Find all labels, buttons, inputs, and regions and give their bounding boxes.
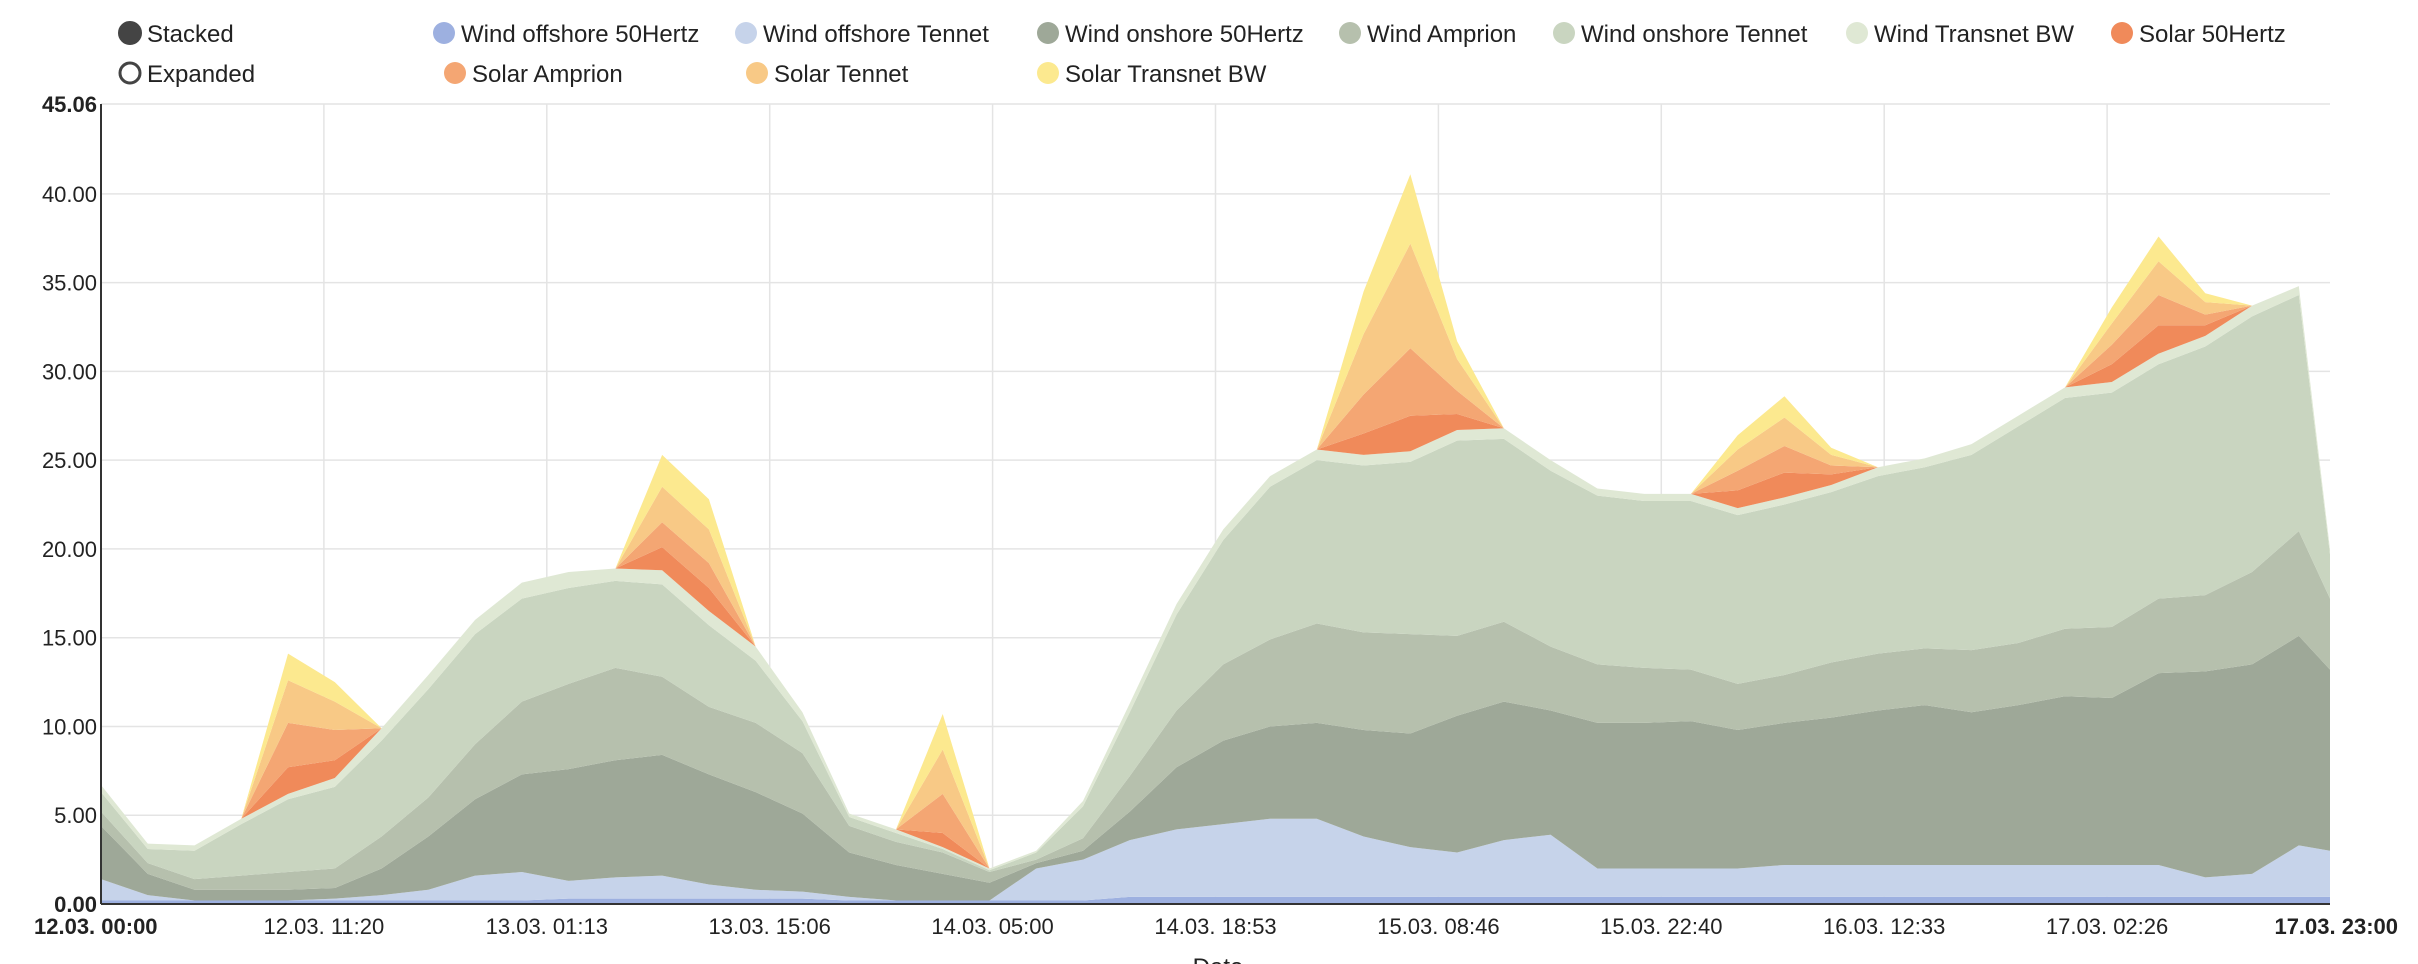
legend-item[interactable]: Wind offshore Tennet [735,21,989,48]
x-tick-label: 15.03. 08:46 [1377,914,1499,939]
series-area [101,295,2330,880]
x-tick-label: 13.03. 01:13 [486,914,608,939]
y-tick-label: 15.00 [42,626,97,651]
x-tick-label: 14.03. 05:00 [931,914,1053,939]
x-tick-label: 17.03. 23:00 [2274,914,2398,939]
legend-label[interactable]: Solar Tennet [774,61,909,88]
stacked-radio[interactable]: Stacked [118,21,234,48]
y-tick-label: 0.00 [54,892,97,917]
legend-item[interactable]: Wind onshore 50Hertz [1037,21,1304,48]
axes: 0.00 5.00 10.00 15.00 20.00 25.00 30.00 35.00 40… [34,92,2398,939]
expanded-radio[interactable]: Expanded [118,61,255,88]
x-tick-label: 12.03. 00:00 [34,914,158,939]
legend-swatch[interactable] [735,22,757,44]
legend-label[interactable]: Wind offshore Tennet [763,21,989,48]
x-tick-label: 13.03. 15:06 [709,914,831,939]
x-tick-label: 14.03. 18:53 [1154,914,1276,939]
x-axis-label: Date [1193,954,1244,964]
legend-item[interactable]: Solar 50Hertz [2111,21,2286,48]
x-tick-label: 16.03. 12:33 [1823,914,1945,939]
y-tick-label: 10.00 [42,714,97,739]
legend-swatch[interactable] [1037,22,1059,44]
legend-label[interactable]: Solar Amprion [472,61,623,88]
stacked-radio-dot[interactable] [118,21,142,45]
series-area [101,818,2330,901]
y-tick-label: 45.06 [42,92,97,117]
legend-label[interactable]: Wind Amprion [1367,21,1516,48]
legend-swatch[interactable] [2111,22,2133,44]
legend-item[interactable]: Solar Amprion [444,61,623,88]
y-tick-label: 25.00 [42,448,97,473]
legend-swatch[interactable] [433,22,455,44]
y-tick-label: 40.00 [42,182,97,207]
legend-label[interactable]: Wind onshore Tennet [1581,21,1808,48]
legend-item[interactable]: Wind onshore Tennet [1553,21,1808,48]
y-tick-label: 5.00 [54,803,97,828]
legend-label[interactable]: Solar 50Hertz [2139,21,2286,48]
chart-mode-controls: Stacked Expanded [118,21,255,88]
stacked-label[interactable]: Stacked [147,21,234,48]
legend-label[interactable]: Wind Transnet BW [1874,21,2074,48]
series-area [101,531,2330,890]
legend-item[interactable]: Wind Transnet BW [1846,21,2074,48]
expanded-radio-dot[interactable] [118,61,142,85]
expanded-label[interactable]: Expanded [147,61,255,88]
x-tick-label: 17.03. 02:26 [2046,914,2168,939]
legend-label[interactable]: Solar Transnet BW [1065,61,1267,88]
series-area [101,635,2330,901]
legend-swatch[interactable] [444,62,466,84]
series-areas [101,174,2330,904]
legend-item[interactable]: Solar Transnet BW [1037,61,1267,88]
legend: Wind offshore 50Hertz Wind offshore Tenne… [433,21,2286,88]
legend-item[interactable]: Solar Tennet [746,61,909,88]
legend-item[interactable]: Wind Amprion [1339,21,1516,48]
legend-swatch[interactable] [1037,62,1059,84]
y-tick-label: 30.00 [42,359,97,384]
legend-swatch[interactable] [746,62,768,84]
y-tick-label: 35.00 [42,271,97,296]
series-area [101,286,2330,871]
legend-swatch[interactable] [1553,22,1575,44]
x-tick-label: 15.03. 22:40 [1600,914,1722,939]
legend-label[interactable]: Wind offshore 50Hertz [461,21,699,48]
legend-item[interactable]: Wind offshore 50Hertz [433,21,699,48]
legend-swatch[interactable] [1846,22,1868,44]
y-tick-label: 20.00 [42,537,97,562]
legend-label[interactable]: Wind onshore 50Hertz [1065,21,1304,48]
legend-swatch[interactable] [1339,22,1361,44]
x-tick-label: 12.03. 11:20 [264,914,385,939]
